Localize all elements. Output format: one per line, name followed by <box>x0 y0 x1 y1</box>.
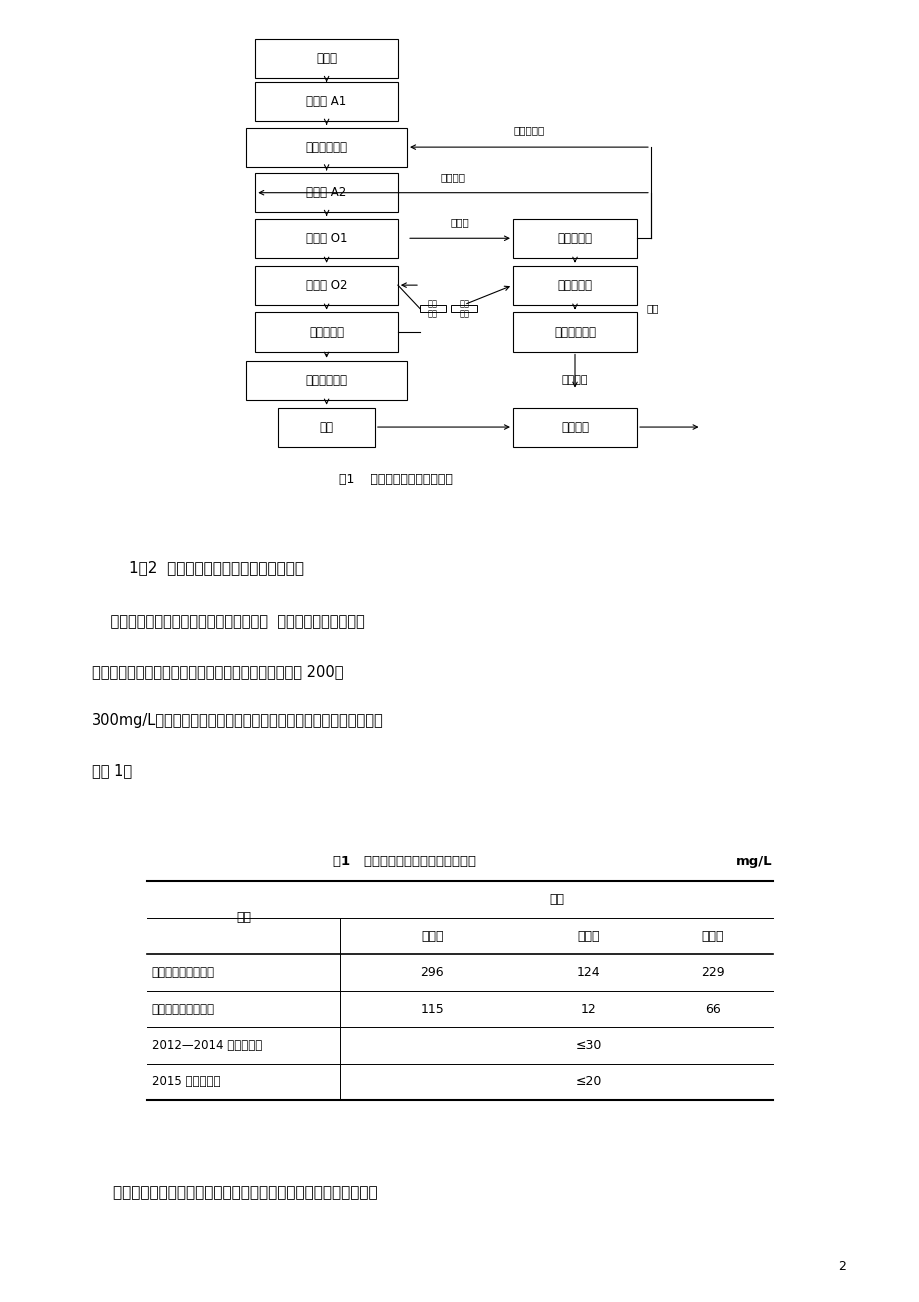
Text: 最大值: 最大值 <box>421 930 443 943</box>
Text: 1．2  焦化废水处理装置进出水总氮现状: 1．2 焦化废水处理装置进出水总氮现状 <box>129 560 303 575</box>
Bar <box>255 312 397 352</box>
Text: 300mg/L，经过处理后的总氮不能稳定达到排放标准要求，具体数据: 300mg/L，经过处理后的总氮不能稳定达到排放标准要求，具体数据 <box>92 713 383 729</box>
Text: 最小值: 最小值 <box>577 930 599 943</box>
Bar <box>513 408 636 447</box>
Text: 污泥浓缩池: 污泥浓缩池 <box>557 279 592 292</box>
Text: 物化处理系统: 物化处理系统 <box>305 374 347 387</box>
Text: 混合液: 混合液 <box>450 217 469 228</box>
Text: 焦化废水装置外排水: 焦化废水装置外排水 <box>152 1003 214 1016</box>
Text: 污泥
排放: 污泥 排放 <box>459 299 469 318</box>
Text: 回流沉淀池: 回流沉淀池 <box>557 232 592 245</box>
Bar <box>278 408 375 447</box>
Bar <box>255 39 397 78</box>
Text: ≤30: ≤30 <box>575 1039 601 1052</box>
Text: 外排水池: 外排水池 <box>561 421 588 434</box>
Text: 图1    原焦化废水处理工艺流程: 图1 原焦化废水处理工艺流程 <box>338 473 452 486</box>
Text: 污泥: 污泥 <box>646 303 658 314</box>
Text: 见表 1。: 见表 1。 <box>92 763 132 779</box>
Text: 124: 124 <box>576 966 600 979</box>
Text: 229: 229 <box>700 966 724 979</box>
Bar <box>255 82 397 121</box>
Text: 焦化废水处理装置总氮不能稳定达标排放  对焦化废水处理站月报: 焦化废水处理装置总氮不能稳定达标排放 对焦化废水处理站月报 <box>92 615 364 630</box>
Bar <box>246 128 406 167</box>
Bar <box>246 361 406 400</box>
Text: 表进行分析，废水站运行过程中调节池出水总氮浓度为 200～: 表进行分析，废水站运行过程中调节池出水总氮浓度为 200～ <box>92 664 343 680</box>
Bar <box>255 173 397 212</box>
Text: 污泥
回流: 污泥 回流 <box>427 299 437 318</box>
Text: 厌氧池 A1: 厌氧池 A1 <box>306 95 346 108</box>
Text: 115: 115 <box>420 1003 444 1016</box>
Text: 2015 年排放标准: 2015 年排放标准 <box>152 1075 220 1088</box>
Text: 上清液回流: 上清液回流 <box>513 125 544 135</box>
Text: 66: 66 <box>704 1003 720 1016</box>
Text: 总氮: 总氮 <box>549 893 563 906</box>
Bar <box>450 305 476 312</box>
Text: 缺氧池 A2: 缺氧池 A2 <box>306 186 346 199</box>
Text: 生化沉淀池: 生化沉淀池 <box>309 326 344 339</box>
Text: 平均值: 平均值 <box>701 930 723 943</box>
Text: mg/L: mg/L <box>735 855 772 868</box>
Bar <box>255 219 397 258</box>
Text: 回流水吸水井: 回流水吸水井 <box>305 141 347 154</box>
Bar <box>255 266 397 305</box>
Text: ≤20: ≤20 <box>575 1075 601 1088</box>
Text: 2: 2 <box>837 1260 845 1273</box>
Bar <box>513 266 636 305</box>
Text: 焦化废水装置调节池: 焦化废水装置调节池 <box>152 966 214 979</box>
Bar <box>513 312 636 352</box>
Text: 表1   焦化废水处理站各段水质情况表: 表1 焦化废水处理站各段水质情况表 <box>333 855 476 868</box>
Text: 好氧池 O1: 好氧池 O1 <box>305 232 347 245</box>
Text: 2012—2014 年排放标准: 2012—2014 年排放标准 <box>152 1039 262 1052</box>
Text: 好氧池 O2: 好氧池 O2 <box>305 279 347 292</box>
Bar <box>419 305 445 312</box>
Text: 过滤: 过滤 <box>319 421 334 434</box>
Text: 296: 296 <box>420 966 444 979</box>
Bar <box>513 219 636 258</box>
Text: 污泥处理系统: 污泥处理系统 <box>553 326 596 339</box>
Text: 项目: 项目 <box>236 911 251 924</box>
Text: 污泥回流: 污泥回流 <box>440 172 465 182</box>
Text: 12: 12 <box>580 1003 596 1016</box>
Text: 污泥外运: 污泥外运 <box>562 375 587 385</box>
Text: 调整池: 调整池 <box>316 52 336 65</box>
Text: 原酚氰废水处理站缺氧池采用的是生物膜法。对于生物膜法，填料: 原酚氰废水处理站缺氧池采用的是生物膜法。对于生物膜法，填料 <box>92 1185 377 1200</box>
